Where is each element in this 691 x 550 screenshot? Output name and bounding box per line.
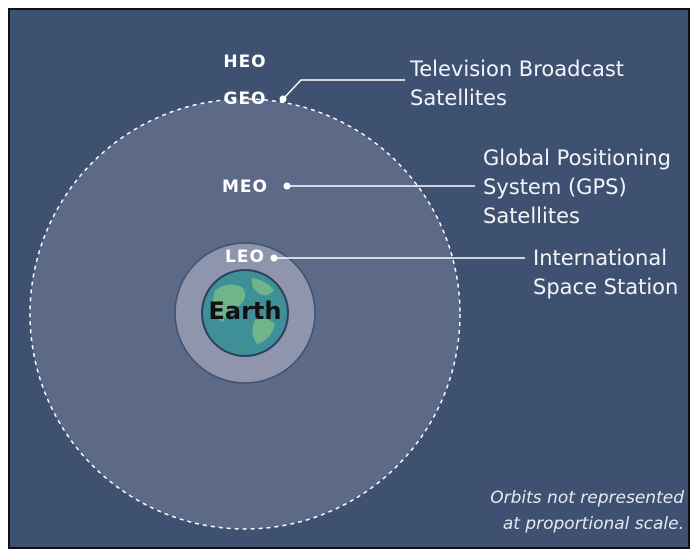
orbit-label: GEO xyxy=(223,89,266,109)
satellite-label: Satellites xyxy=(483,204,580,228)
satellite-label: International xyxy=(533,246,667,270)
note: at proportional scale. xyxy=(503,514,684,534)
earth-label: Earth xyxy=(209,297,282,325)
satellite-label: Global Positioning xyxy=(483,146,671,170)
satellite-label: Satellites xyxy=(410,86,507,110)
satellite-label: System (GPS) xyxy=(483,175,627,199)
diagram: HEO GEO MEO LEO Earth Television Broadca… xyxy=(0,0,691,550)
satellite-label: Television Broadcast xyxy=(409,57,624,81)
note: Orbits not represented xyxy=(490,488,684,508)
satellite-label: Space Station xyxy=(533,275,678,299)
orbit-label: HEO xyxy=(223,52,266,72)
orbit-label: MEO xyxy=(222,177,268,197)
orbit-label: LEO xyxy=(225,247,265,267)
